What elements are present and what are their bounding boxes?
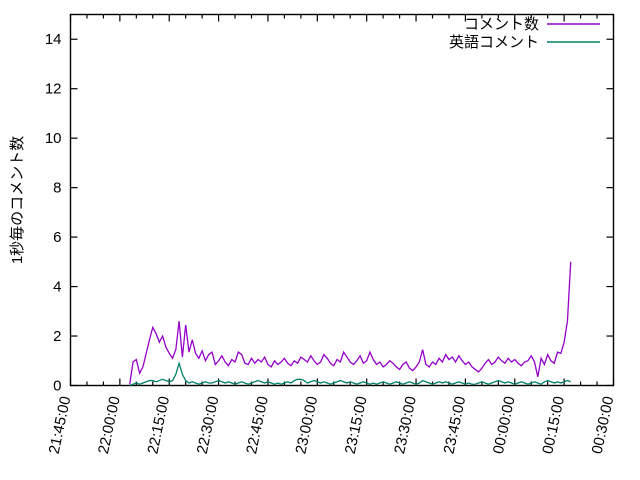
series-group	[129, 261, 572, 387]
y-tick-label: 10	[45, 130, 62, 147]
y-axis-title: 1秒毎のコメント数	[9, 136, 26, 264]
y-tick-label: 0	[53, 378, 61, 395]
y-tick-label: 14	[45, 31, 62, 48]
series-line-1	[129, 261, 572, 385]
x-axis-minor-ticks	[86, 14, 598, 386]
y-tick-label: 4	[53, 279, 61, 296]
y-axis-tick-labels: 0 2 4 6 8 10 12 14	[45, 31, 62, 394]
legend-label-1: コメント数	[464, 16, 539, 33]
y-tick-label: 8	[53, 180, 61, 197]
y-axis-ticks	[70, 38, 614, 387]
plot-frame	[69, 13, 615, 387]
legend-label-2: 英語コメント	[449, 33, 539, 51]
y-tick-label: 2	[53, 328, 61, 345]
series-line-2	[129, 360, 571, 387]
y-tick-label: 6	[53, 229, 61, 246]
y-tick-label: 12	[45, 81, 62, 98]
